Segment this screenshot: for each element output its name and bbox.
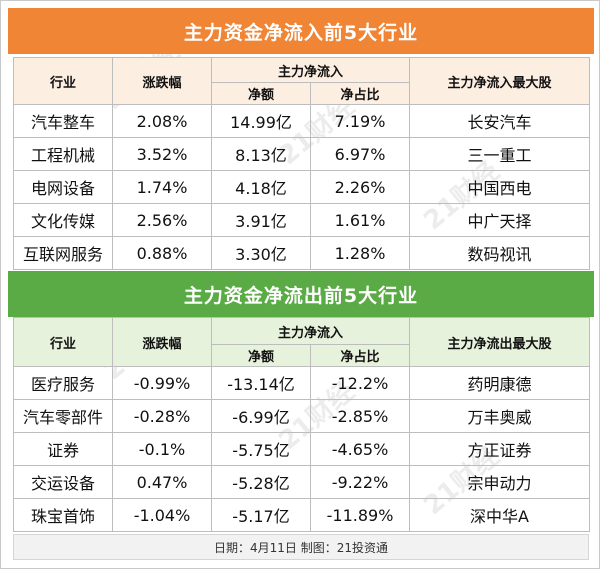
cell-industry: 工程机械 — [13, 137, 113, 171]
inflow-table: 行业 涨跌幅 主力净流入 主力净流入最大股 净额 净占比 汽车整车 2.08% … — [13, 57, 591, 270]
cell-ratio: 1.28% — [309, 236, 411, 270]
cell-industry: 医疗服务 — [13, 366, 113, 400]
header-top-stock: 主力净流出最大股 — [409, 317, 591, 367]
cell-amount: 8.13亿 — [211, 137, 311, 171]
cell-industry: 汽车零部件 — [13, 399, 113, 433]
cell-stock: 中广天择 — [409, 203, 591, 237]
cell-ratio: -9.22% — [309, 465, 411, 499]
cell-stock: 三一重工 — [409, 137, 591, 171]
table-row: 医疗服务 -0.99% -13.14亿 -12.2% 药明康德 — [13, 366, 591, 400]
cell-ratio: 2.26% — [309, 170, 411, 204]
cell-amount: 14.99亿 — [211, 104, 311, 138]
table-row: 汽车整车 2.08% 14.99亿 7.19% 长安汽车 — [13, 104, 591, 138]
cell-industry: 互联网服务 — [13, 236, 113, 270]
header-net-amount: 净额 — [211, 82, 311, 105]
table-row: 交运设备 0.47% -5.28亿 -9.22% 宗申动力 — [13, 465, 591, 499]
table-row: 证券 -0.1% -5.75亿 -4.65% 方正证券 — [13, 432, 591, 466]
header-net-ratio: 净占比 — [309, 344, 411, 367]
cell-change: 0.88% — [112, 236, 212, 270]
cell-stock: 宗申动力 — [409, 465, 591, 499]
cell-stock: 药明康德 — [409, 366, 591, 400]
cell-amount: 3.91亿 — [211, 203, 311, 237]
cell-ratio: 6.97% — [309, 137, 411, 171]
header-industry: 行业 — [13, 317, 113, 367]
header-change: 涨跌幅 — [112, 317, 212, 367]
cell-amount: 3.30亿 — [211, 236, 311, 270]
cell-amount: -6.99亿 — [211, 399, 311, 433]
header-net-group: 主力净流入 — [210, 57, 411, 83]
cell-stock: 方正证券 — [409, 432, 591, 466]
cell-change: 1.74% — [112, 170, 212, 204]
cell-change: 2.56% — [112, 203, 212, 237]
cell-ratio: 7.19% — [309, 104, 411, 138]
cell-amount: 4.18亿 — [211, 170, 311, 204]
cell-industry: 电网设备 — [13, 170, 113, 204]
inflow-title: 主力资金净流入前5大行业 — [8, 8, 594, 54]
table-row: 文化传媒 2.56% 3.91亿 1.61% 中广天择 — [13, 203, 591, 237]
cell-change: -0.1% — [112, 432, 212, 466]
cell-amount: -5.17亿 — [211, 498, 311, 532]
cell-change: -0.99% — [112, 366, 212, 400]
cell-change: 2.08% — [112, 104, 212, 138]
header-net-group: 主力净流入 — [210, 317, 411, 345]
header-change: 涨跌幅 — [112, 57, 212, 105]
cell-amount: -13.14亿 — [211, 366, 311, 400]
cell-industry: 证券 — [13, 432, 113, 466]
cell-stock: 数码视讯 — [409, 236, 591, 270]
outflow-title: 主力资金净流出前5大行业 — [8, 271, 594, 317]
cell-amount: -5.75亿 — [211, 432, 311, 466]
cell-change: -1.04% — [112, 498, 212, 532]
cell-industry: 文化传媒 — [13, 203, 113, 237]
header-net-ratio: 净占比 — [309, 82, 411, 105]
cell-change: 3.52% — [112, 137, 212, 171]
cell-ratio: -11.89% — [309, 498, 411, 532]
cell-industry: 汽车整车 — [13, 104, 113, 138]
cell-stock: 万丰奥威 — [409, 399, 591, 433]
cell-stock: 长安汽车 — [409, 104, 591, 138]
header-top-stock: 主力净流入最大股 — [409, 57, 591, 105]
table-row: 工程机械 3.52% 8.13亿 6.97% 三一重工 — [13, 137, 591, 171]
cell-industry: 珠宝首饰 — [13, 498, 113, 532]
table-row: 珠宝首饰 -1.04% -5.17亿 -11.89% 深中华A — [13, 498, 591, 532]
table-row: 电网设备 1.74% 4.18亿 2.26% 中国西电 — [13, 170, 591, 204]
cell-stock: 深中华A — [409, 498, 591, 532]
cell-change: 0.47% — [112, 465, 212, 499]
cell-change: -0.28% — [112, 399, 212, 433]
cell-ratio: -12.2% — [309, 366, 411, 400]
cell-stock: 中国西电 — [409, 170, 591, 204]
cell-ratio: -4.65% — [309, 432, 411, 466]
header-net-amount: 净额 — [211, 344, 311, 367]
cell-ratio: 1.61% — [309, 203, 411, 237]
footer-credit: 日期：4月11日 制图：21投资通 — [13, 534, 589, 560]
cell-ratio: -2.85% — [309, 399, 411, 433]
outflow-table: 行业 涨跌幅 主力净流入 主力净流出最大股 净额 净占比 医疗服务 -0.99%… — [13, 317, 591, 532]
table-row: 互联网服务 0.88% 3.30亿 1.28% 数码视讯 — [13, 236, 591, 270]
table-row: 汽车零部件 -0.28% -6.99亿 -2.85% 万丰奥威 — [13, 399, 591, 433]
cell-industry: 交运设备 — [13, 465, 113, 499]
header-industry: 行业 — [13, 57, 113, 105]
cell-amount: -5.28亿 — [211, 465, 311, 499]
